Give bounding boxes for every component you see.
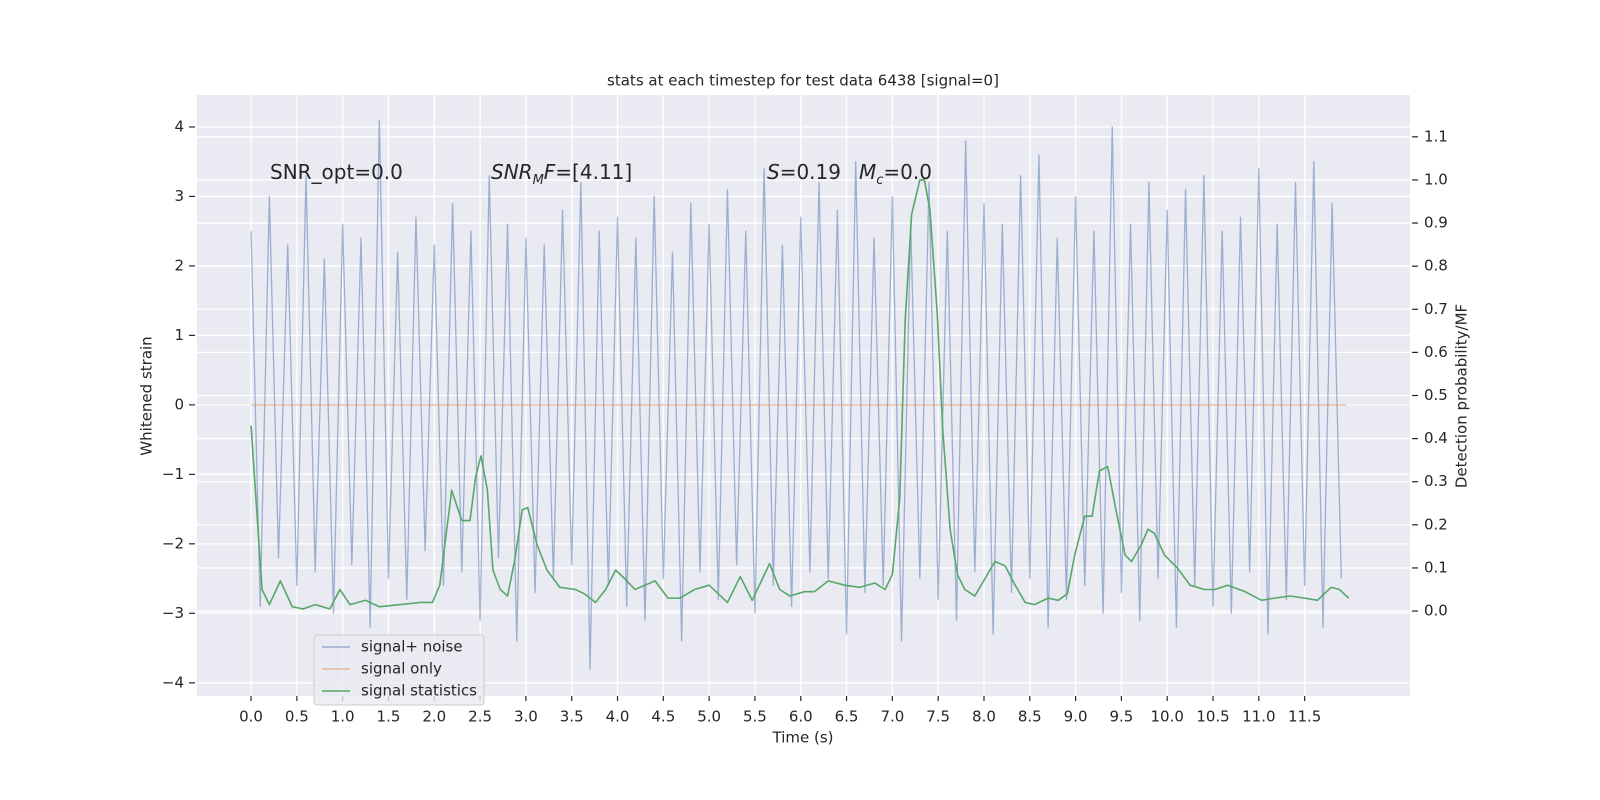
x-tick-label: 3.0 xyxy=(514,708,538,726)
y2-tick-label: 1.1 xyxy=(1424,127,1448,145)
y-tick-label: 3 xyxy=(174,187,184,205)
x-tick-label: 7.0 xyxy=(880,708,904,726)
y2-tick-label: 0.6 xyxy=(1424,343,1448,361)
y2-tick-label: 1.0 xyxy=(1424,170,1448,188)
x-tick-label: 4.0 xyxy=(606,708,630,726)
x-tick-label: 2.0 xyxy=(422,708,446,726)
y-tick-label: −4 xyxy=(162,673,184,691)
x-tick-label: 6.5 xyxy=(835,708,859,726)
x-tick-label: 11.0 xyxy=(1242,708,1275,726)
annotation: Mc=0.0 xyxy=(859,160,932,189)
x-tick-label: 0.5 xyxy=(285,708,309,726)
legend-box xyxy=(313,634,485,706)
annotation-part: SNR_opt=0.0 xyxy=(270,160,403,184)
x-tick-label: 2.5 xyxy=(468,708,492,726)
y-tick-label: −3 xyxy=(162,604,184,622)
annotation-part: M xyxy=(533,173,544,188)
x-tick-label: 8.5 xyxy=(1018,708,1042,726)
annotation-part: S xyxy=(767,160,780,184)
y2-axis-label: Detection probability/MF xyxy=(1453,304,1471,488)
x-tick-label: 11.5 xyxy=(1288,708,1321,726)
x-tick-label: 3.5 xyxy=(560,708,584,726)
y-tick-label: 2 xyxy=(174,256,184,274)
annotation-part: =[4.11] xyxy=(555,160,632,184)
series-line xyxy=(250,119,1342,670)
y2-tick-label: 0.5 xyxy=(1424,386,1448,404)
x-tick-label: 5.0 xyxy=(697,708,721,726)
y-tick-label: −1 xyxy=(162,465,184,483)
y2-tick-label: 0.4 xyxy=(1424,429,1448,447)
x-tick-label: 4.5 xyxy=(651,708,675,726)
x-tick-label: 0.0 xyxy=(239,708,263,726)
x-tick-label: 8.0 xyxy=(972,708,996,726)
y-tick-label: −2 xyxy=(162,534,184,552)
x-tick-label: 9.5 xyxy=(1109,708,1133,726)
x-tick-label: 9.0 xyxy=(1064,708,1088,726)
series-line xyxy=(250,179,1350,610)
y2-tick-label: 0.0 xyxy=(1424,602,1448,620)
annotation: SNR_opt=0.0 xyxy=(270,160,403,184)
x-axis-label: Time (s) xyxy=(772,729,834,747)
annotation-part: =0.0 xyxy=(883,160,932,184)
annotation-part: =0.19 xyxy=(780,160,841,184)
legend-label: signal statistics xyxy=(361,682,477,700)
legend-label: signal+ noise xyxy=(361,638,463,656)
y2-tick-label: 0.2 xyxy=(1424,515,1448,533)
x-tick-label: 5.5 xyxy=(743,708,767,726)
y2-tick-label: 0.3 xyxy=(1424,472,1448,490)
y2-tick-label: 0.7 xyxy=(1424,300,1448,318)
y2-tick-label: 0.9 xyxy=(1424,214,1448,232)
legend-label: signal only xyxy=(361,660,442,678)
x-tick-label: 6.0 xyxy=(789,708,813,726)
annotation: S=0.19 xyxy=(767,160,841,184)
x-tick-label: 7.5 xyxy=(926,708,950,726)
y-tick-label: 1 xyxy=(174,326,184,344)
x-tick-label: 1.5 xyxy=(377,708,401,726)
chart-title: stats at each timestep for test data 643… xyxy=(607,72,999,90)
y2-tick-label: 0.1 xyxy=(1424,558,1448,576)
y-axis-label: Whitened strain xyxy=(138,336,156,455)
annotation-part: SNR xyxy=(491,160,533,184)
annotation-part: F xyxy=(544,160,556,184)
y2-tick-label: 0.8 xyxy=(1424,257,1448,275)
annotation-part: c xyxy=(876,173,883,188)
x-tick-label: 1.0 xyxy=(331,708,355,726)
annotation: SNRMF=[4.11] xyxy=(491,160,632,189)
y-tick-label: 0 xyxy=(174,395,184,413)
annotation-part: M xyxy=(859,160,876,184)
x-tick-label: 10.0 xyxy=(1151,708,1184,726)
y-tick-label: 4 xyxy=(174,117,184,135)
x-tick-label: 10.5 xyxy=(1196,708,1229,726)
